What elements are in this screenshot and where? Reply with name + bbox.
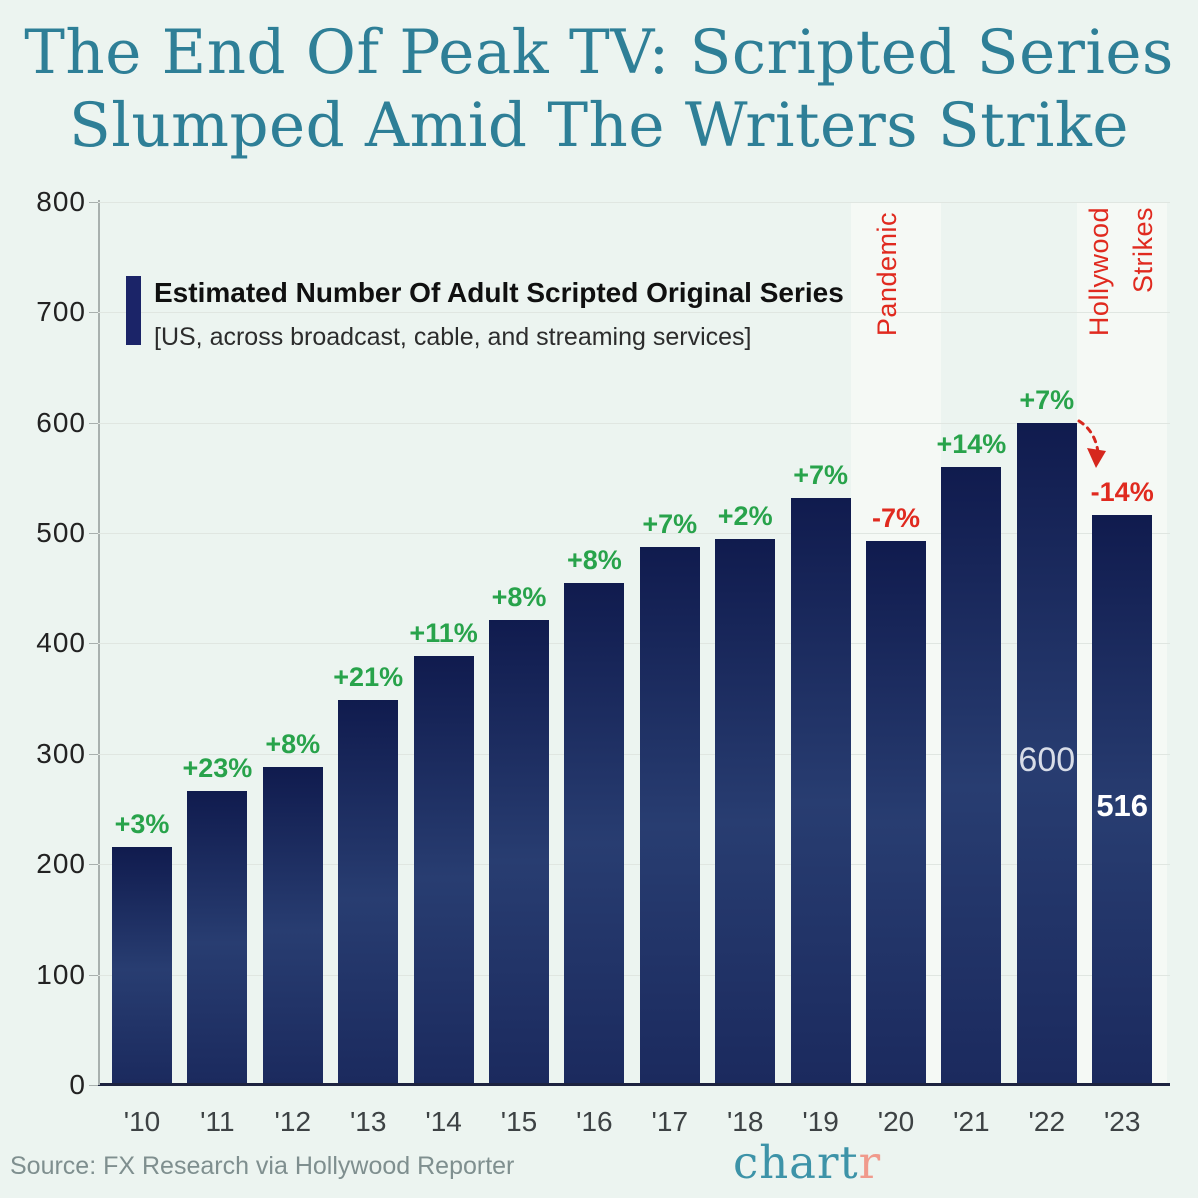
gridline	[98, 312, 1170, 314]
y-axis-tick	[89, 864, 98, 866]
bar-17	[639, 547, 700, 1083]
gridline	[98, 864, 1170, 866]
pct-change-label: +8%	[265, 729, 321, 760]
x-axis-label: '17	[651, 1106, 689, 1137]
x-axis-label: '22	[1028, 1106, 1066, 1137]
chart-title-line1: The End Of Peak TV: Scripted Series	[24, 17, 1174, 88]
bar-value-label: 516	[1096, 787, 1149, 823]
y-axis-label: 300	[36, 737, 86, 769]
y-axis-label: 700	[36, 296, 86, 328]
legend-title: Estimated Number Of Adult Scripted Origi…	[154, 277, 844, 308]
y-axis-label: 800	[36, 185, 86, 217]
bar-23	[1092, 515, 1153, 1083]
y-axis-label: 400	[36, 627, 86, 659]
pct-change-label: +7%	[793, 459, 848, 490]
x-axis-label: '21	[953, 1106, 990, 1137]
chart-title: The End Of Peak TV: Scripted Series Slum…	[0, 16, 1198, 162]
bar-16	[564, 582, 625, 1083]
y-axis-tick	[89, 753, 98, 755]
x-axis-label: '23	[1103, 1106, 1141, 1137]
chartr-logo: chartr	[733, 1136, 881, 1189]
bar-21	[941, 466, 1002, 1083]
x-axis-label: '10	[123, 1106, 161, 1137]
source-text: Source: FX Research via Hollywood Report…	[10, 1152, 515, 1180]
bar-11	[187, 791, 248, 1083]
y-axis-label: 500	[36, 517, 86, 548]
pct-change-label: +23%	[182, 753, 253, 784]
bar-18	[715, 538, 776, 1083]
pct-change-label: +2%	[717, 500, 773, 531]
pct-change-label: +7%	[642, 509, 698, 540]
pct-change-label: +14%	[936, 428, 1007, 459]
chartr-logo-accent: r	[858, 1136, 882, 1189]
gridline	[98, 422, 1170, 424]
x-axis-label: '19	[802, 1106, 839, 1137]
hollywood-strikes-label-line2: Strikes	[1128, 207, 1158, 294]
y-axis-tick	[89, 1085, 98, 1086]
y-axis-label: 100	[36, 958, 86, 990]
legend-subtitle: [US, across broadcast, cable, and stream…	[154, 323, 752, 351]
x-axis-label: '14	[425, 1106, 462, 1137]
y-axis-tick	[89, 422, 98, 424]
x-axis-label: '13	[349, 1106, 387, 1137]
x-axis-label: '12	[274, 1106, 312, 1137]
bar-19	[790, 497, 851, 1083]
bar-22	[1016, 422, 1077, 1083]
hollywood-strikes-label-line1: Hollywood	[1084, 207, 1114, 337]
bar-12	[262, 767, 323, 1083]
pct-change-label: +11%	[409, 617, 478, 648]
pct-change-label: +8%	[566, 544, 622, 575]
bar-15	[489, 620, 549, 1083]
bar-13	[338, 699, 399, 1083]
pct-change-label: +3%	[114, 808, 170, 839]
legend-swatch	[126, 276, 141, 345]
x-axis-label: '18	[726, 1106, 764, 1137]
legend: Estimated Number Of Adult Scripted Origi…	[126, 276, 844, 352]
y-axis-label: 200	[36, 848, 86, 880]
x-axis-label: '20	[877, 1106, 915, 1137]
y-axis-label: 0	[69, 1069, 86, 1100]
pct-change-label: +8%	[491, 582, 547, 613]
gridline	[98, 974, 1170, 976]
y-axis-line	[98, 200, 100, 1085]
chartr-logo-main: chart	[733, 1136, 859, 1189]
chart-title-line2: Slumped Amid The Writers Strike	[69, 90, 1129, 162]
bar-value-label: 600	[1018, 741, 1076, 780]
gridline	[98, 533, 1170, 534]
y-axis-tick	[89, 974, 98, 976]
x-axis-line	[98, 1083, 1170, 1086]
x-axis-label: '15	[500, 1106, 538, 1137]
gridline	[98, 753, 1170, 755]
bar-10	[112, 846, 172, 1083]
y-axis-tick	[89, 312, 98, 314]
y-axis-tick	[89, 201, 98, 203]
x-axis-label: '16	[576, 1106, 613, 1137]
gridline	[98, 201, 1170, 203]
bar-14	[413, 655, 474, 1083]
y-axis-tick	[89, 533, 98, 534]
x-axis-label: '11	[200, 1106, 235, 1137]
pandemic-label: Pandemic	[872, 212, 902, 337]
pct-change-label: -14%	[1090, 477, 1154, 508]
y-axis-label: 600	[36, 406, 86, 438]
pct-change-label: +21%	[333, 661, 404, 692]
pct-change-label: -7%	[871, 502, 920, 533]
bar-20	[866, 540, 926, 1083]
y-axis-tick	[89, 643, 98, 645]
pct-change-label: +7%	[1019, 384, 1075, 415]
gridline	[98, 643, 1170, 645]
